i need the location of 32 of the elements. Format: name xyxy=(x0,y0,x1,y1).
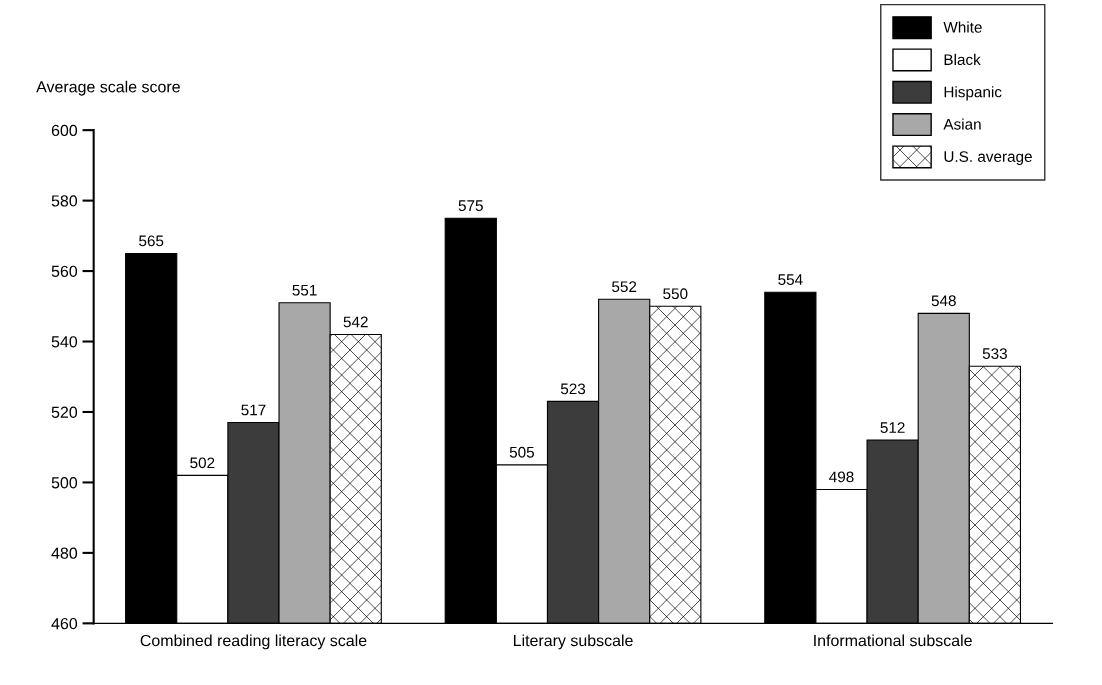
data-label: 551 xyxy=(292,284,317,296)
data-label: 533 xyxy=(982,348,1007,359)
legend-label: Hispanic xyxy=(944,86,1002,101)
x-tick-label: Literary subscale xyxy=(513,634,633,650)
y-tick-label: 560 xyxy=(51,265,78,278)
x-tick-label: Informational subscale xyxy=(814,634,972,647)
legend-label: White xyxy=(943,21,982,33)
data-label: 554 xyxy=(778,274,803,286)
y-tick-label: 520 xyxy=(51,406,78,418)
legend-label: U.S. average xyxy=(944,151,1032,165)
x-tick-label: Combined reading literacy scale xyxy=(140,634,367,650)
data-label: 565 xyxy=(139,235,164,247)
data-label: 523 xyxy=(560,383,586,395)
y-tick-label: 600 xyxy=(51,124,78,137)
data-label: 502 xyxy=(190,457,215,469)
data-label: 552 xyxy=(612,281,637,293)
data-label: 512 xyxy=(880,422,905,433)
data-label: 498 xyxy=(829,471,854,483)
data-label: 548 xyxy=(931,295,956,307)
y-axis-title: Average scale score xyxy=(36,80,180,96)
data-label: 575 xyxy=(458,200,483,212)
legend-label: Asian xyxy=(943,118,981,130)
y-tick-label: 460 xyxy=(51,617,78,630)
y-tick-label: 480 xyxy=(51,547,78,559)
data-label: 542 xyxy=(343,316,368,328)
data-label: 505 xyxy=(509,446,535,458)
data-label: 517 xyxy=(241,404,266,416)
y-tick-label: 540 xyxy=(51,336,78,348)
y-tick-label: 580 xyxy=(51,195,78,207)
data-label: 550 xyxy=(663,288,688,300)
legend-label: Black xyxy=(944,53,981,66)
y-tick-label: 500 xyxy=(51,477,78,489)
